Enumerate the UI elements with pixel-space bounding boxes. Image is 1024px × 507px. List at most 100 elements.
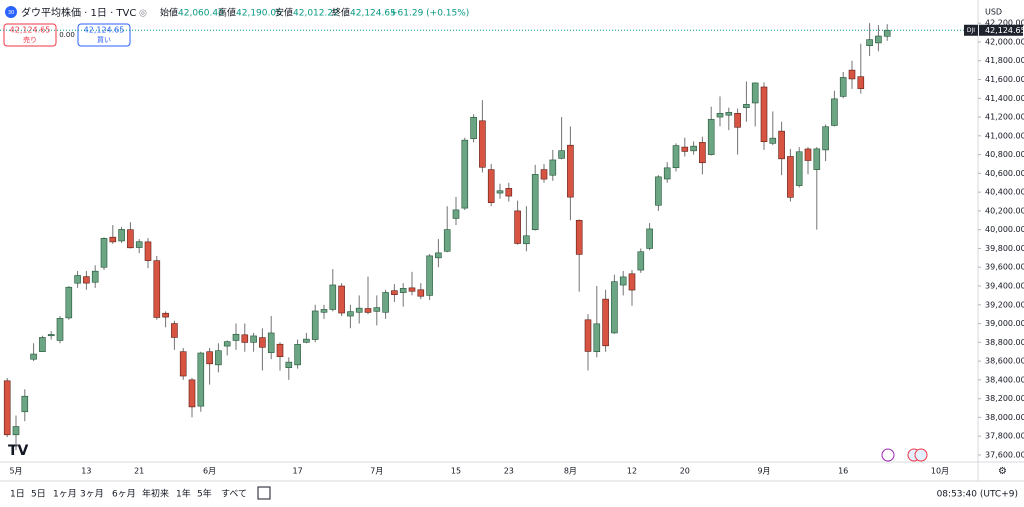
candle-up <box>347 311 354 317</box>
candle-down <box>109 236 117 243</box>
symbol-tag <box>964 24 978 36</box>
eye-icon[interactable]: ◎ <box>139 9 147 19</box>
candle-up <box>769 137 777 144</box>
candle-down <box>787 156 794 198</box>
candle-down <box>540 169 548 180</box>
candle-up <box>523 235 530 245</box>
y-tick-label: 40,400.00 <box>985 188 1024 197</box>
currency[interactable]: USD <box>985 8 1002 17</box>
candle-up <box>285 361 293 368</box>
candle-up <box>593 323 601 353</box>
event-icon[interactable] <box>881 448 895 462</box>
x-tick-label: 23 <box>504 467 514 476</box>
x-tick-label: 8月 <box>564 467 577 476</box>
candle-down <box>259 337 266 348</box>
period-button[interactable]: 6ヶ月 <box>112 489 136 500</box>
symbol-badge: 30 <box>8 10 14 16</box>
sell-button[interactable] <box>3 23 57 47</box>
candle-down <box>848 69 856 80</box>
candle-up <box>12 426 20 436</box>
candle-down <box>3 380 11 436</box>
date-range-icon[interactable] <box>257 486 271 500</box>
candle-up <box>672 145 680 169</box>
candle-up <box>619 276 627 286</box>
candle-up <box>100 238 108 268</box>
ohlc-value: 42,124.65 <box>350 9 396 19</box>
candle-down <box>179 351 187 377</box>
period-button[interactable]: 1年 <box>176 488 191 500</box>
symbol-title[interactable]: ダウ平均株価 · 1日 · TVC <box>21 6 136 19</box>
period-button[interactable]: 1ヶ月 <box>53 489 77 500</box>
y-tick-label: 42,200.00 <box>985 19 1024 28</box>
y-tick-label: 41,200.00 <box>985 113 1024 122</box>
candle-up <box>355 307 363 313</box>
candle-up <box>655 176 662 206</box>
candle-down <box>505 188 513 197</box>
last-price-label: 42,124.65 <box>985 26 1024 35</box>
period-button[interactable]: 5年 <box>197 488 212 500</box>
candle-up <box>883 29 891 37</box>
clock: 08:53:40 (UTC+9) <box>937 490 1018 500</box>
candle-down <box>364 308 372 313</box>
buy-button[interactable] <box>77 23 131 47</box>
period-button[interactable]: 1日 <box>10 489 25 500</box>
candle-up <box>65 286 73 319</box>
period-button[interactable]: 年初来 <box>142 488 169 500</box>
candle-up <box>461 139 469 209</box>
x-tick-label: 9月 <box>757 467 770 476</box>
candle-up <box>743 104 750 108</box>
candle-up <box>320 309 328 313</box>
candle-down <box>338 285 345 314</box>
flag-icon[interactable] <box>914 448 928 462</box>
x-tick-label: 5月 <box>9 467 22 476</box>
candle-down <box>241 334 249 343</box>
candle-up <box>795 151 803 186</box>
candle-up <box>549 159 557 176</box>
candle-down <box>83 276 90 284</box>
candle-up <box>435 252 442 259</box>
y-tick-label: 38,000.00 <box>985 413 1024 422</box>
candle-up <box>831 98 838 126</box>
y-tick-label: 39,000.00 <box>985 319 1024 328</box>
candle-down <box>127 229 134 249</box>
period-button[interactable]: すべて <box>221 489 247 500</box>
candle-up <box>866 39 873 47</box>
candle-up <box>47 334 55 337</box>
y-tick-label: 41,400.00 <box>985 94 1024 103</box>
candle-up <box>496 190 504 194</box>
sell-label: 売り <box>23 35 37 44</box>
y-tick-label: 40,800.00 <box>985 150 1024 159</box>
candle-down <box>276 343 284 357</box>
candle-down <box>804 148 812 161</box>
symbol-label: DJI <box>967 27 975 34</box>
candle-up <box>470 116 477 139</box>
candle-up <box>197 352 205 407</box>
period-button[interactable]: 5日 <box>31 489 46 500</box>
candle-up <box>426 255 433 296</box>
y-tick-label: 41,000.00 <box>985 131 1024 140</box>
x-tick-label: 10月 <box>931 467 949 476</box>
candle-down <box>857 76 865 89</box>
candle-up <box>56 317 64 341</box>
period-button[interactable]: 3ヶ月 <box>80 489 104 500</box>
buy-label: 買い <box>97 36 111 44</box>
candle-down <box>681 146 689 152</box>
y-tick-label: 37,800.00 <box>985 432 1024 441</box>
ohlc-value: 42,190.05 <box>236 9 282 19</box>
y-tick-label: 40,200.00 <box>985 206 1024 215</box>
candle-up <box>399 288 407 293</box>
x-tick-label: 7月 <box>370 467 383 476</box>
y-tick-label: 38,400.00 <box>985 375 1024 384</box>
candle-up <box>223 341 231 347</box>
candle-down <box>628 273 636 291</box>
candle-up <box>531 174 539 230</box>
x-tick-label: 21 <box>134 467 144 476</box>
candle-up <box>875 35 882 44</box>
candle-down <box>584 319 592 352</box>
y-tick-label: 39,400.00 <box>985 282 1024 291</box>
symbol-icon <box>5 6 17 18</box>
settings-icon[interactable]: ⚙ <box>998 466 1007 477</box>
tv-logo: TV <box>8 443 29 459</box>
